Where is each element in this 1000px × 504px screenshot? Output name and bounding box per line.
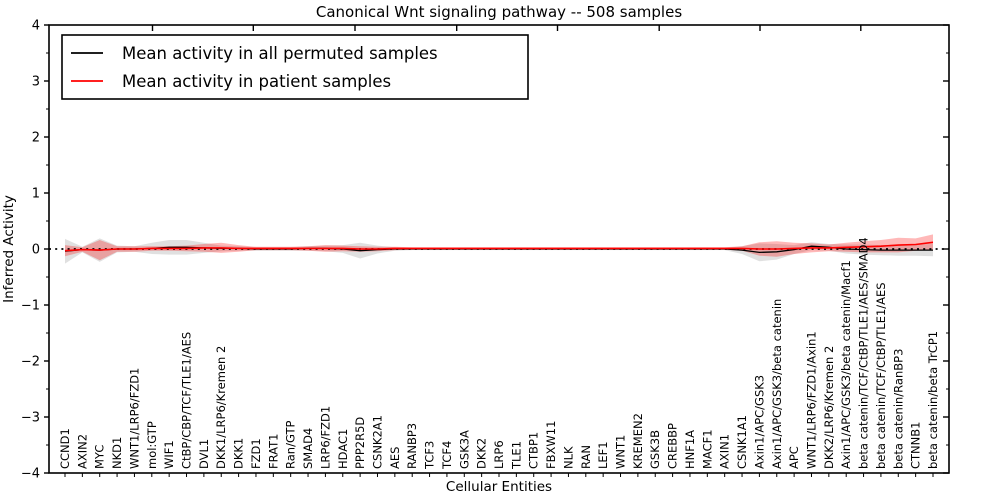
- x-tick-label: DKK2/LRP6/Kremen 2: [822, 346, 836, 469]
- x-tick-label: MACF1: [700, 429, 714, 469]
- y-tick-label: −2: [21, 355, 40, 370]
- x-tick-label: FRAT1: [266, 434, 280, 469]
- x-tick-label: beta catenin/TCF/CtBP/TLE1/AES/SMAD4: [857, 237, 871, 469]
- y-axis-label: Inferred Activity: [1, 195, 17, 303]
- axes: 4 3 2 1 0 −1 −2 −3 −4: [21, 19, 950, 482]
- x-tick-label: RANBP3: [405, 423, 419, 469]
- x-tick-label: WIF1: [162, 440, 176, 469]
- y-tick-label: −3: [21, 411, 40, 426]
- x-tick-label: TCF4: [440, 441, 454, 470]
- x-tick-label: WNT1/LRP6/FZD1/Axin1: [804, 331, 818, 469]
- x-tick-label: AES: [388, 447, 402, 469]
- x-tick-label: TLE1: [509, 441, 523, 470]
- x-tick-label: beta catenin/beta TrCP1: [926, 331, 940, 469]
- chart-title: Canonical Wnt signaling pathway -- 508 s…: [316, 3, 682, 21]
- x-tick-label: AXIN2: [75, 434, 89, 469]
- x-category-labels: CCND1 AXIN2 MYC NKD1 WNT1/LRP6/FZD1 mol:GTP WI…: [58, 237, 940, 470]
- legend-box: [61, 34, 529, 100]
- permuted-band: [65, 238, 933, 264]
- patient-mean-line: [64, 241, 934, 252]
- x-tick-label: APC: [787, 446, 801, 469]
- x-tick-label: CTNNB1: [909, 422, 923, 469]
- y-tick-label: 3: [32, 75, 40, 90]
- x-tick-label: HDAC1: [336, 429, 350, 469]
- x-tick-label: FBXW11: [544, 421, 558, 469]
- x-tick-label: CSNK2A1: [370, 415, 384, 469]
- x-tick-label: MYC: [93, 445, 107, 469]
- y-tick-label: −1: [21, 299, 40, 314]
- x-tick-label: LRP6: [492, 440, 506, 469]
- x-tick-label: RAN: [579, 445, 593, 469]
- x-tick-label: WNT1: [614, 435, 628, 469]
- x-tick-label: DKK2: [475, 438, 489, 469]
- y-tick-label: 1: [32, 187, 40, 202]
- x-tick-label: beta catenin/RanBP3: [891, 349, 905, 469]
- x-tick-label: HNF1A: [683, 430, 697, 469]
- x-tick-label: Axin1/APC/GSK3/beta catenin/Macf1: [839, 260, 853, 469]
- x-tick-label: CtBP/CBP/TCF/TLE1/AES: [180, 332, 194, 469]
- y-tick-label: 0: [32, 243, 40, 258]
- x-tick-label: WNT1/LRP6/FZD1: [127, 368, 141, 469]
- x-tick-label: CSNK1A1: [735, 415, 749, 469]
- legend: Mean activity in all permuted samples Me…: [61, 34, 529, 100]
- x-tick-label: FZD1: [249, 438, 263, 469]
- x-tick-label: AXIN1: [718, 434, 732, 469]
- y-tick-label: 2: [32, 131, 40, 146]
- x-tick-label: DKK1/LRP6/Kremen 2: [214, 346, 228, 469]
- x-tick-label: NLK: [561, 446, 575, 469]
- x-tick-label: CREBBP: [666, 423, 680, 469]
- x-tick-label: KREMEN2: [631, 413, 645, 469]
- x-tick-label: beta catenin/TCF/CtBP/TLE1/AES: [874, 282, 888, 469]
- y-tick-label: 4: [32, 19, 40, 34]
- x-tick-label: SMAD4: [301, 428, 315, 469]
- x-tick-label: DVL1: [197, 439, 211, 469]
- x-tick-label: Axin1/APC/GSK3: [752, 375, 766, 469]
- x-tick-label: GSK3A: [457, 430, 471, 469]
- x-tick-label: PPP2R5D: [353, 417, 367, 469]
- x-tick-label: NKD1: [110, 437, 124, 469]
- x-tick-label: mol:GTP: [145, 421, 159, 469]
- confidence-bands: [65, 234, 933, 264]
- x-axis-label: Cellular Entities: [446, 479, 552, 495]
- series-lines: [64, 241, 934, 254]
- y-tick-label: −4: [21, 467, 40, 482]
- x-tick-label: CCND1: [58, 428, 72, 469]
- x-tick-label: Ran/GTP: [284, 421, 298, 469]
- x-tick-label: TCF3: [423, 441, 437, 470]
- x-tick-label: CTBP1: [527, 432, 541, 469]
- legend-permuted-label: Mean activity in all permuted samples: [122, 44, 438, 63]
- legend-patient-label: Mean activity in patient samples: [122, 72, 391, 91]
- patient-band: [65, 234, 933, 261]
- x-tick-label: DKK1: [232, 438, 246, 469]
- x-tick-label: LEF1: [596, 441, 610, 469]
- x-tick-label: LRP6/FZD1: [318, 406, 332, 469]
- x-tick-label: Axin1/APC/GSK3/beta catenin: [770, 299, 784, 469]
- x-tick-label: GSK3B: [648, 430, 662, 469]
